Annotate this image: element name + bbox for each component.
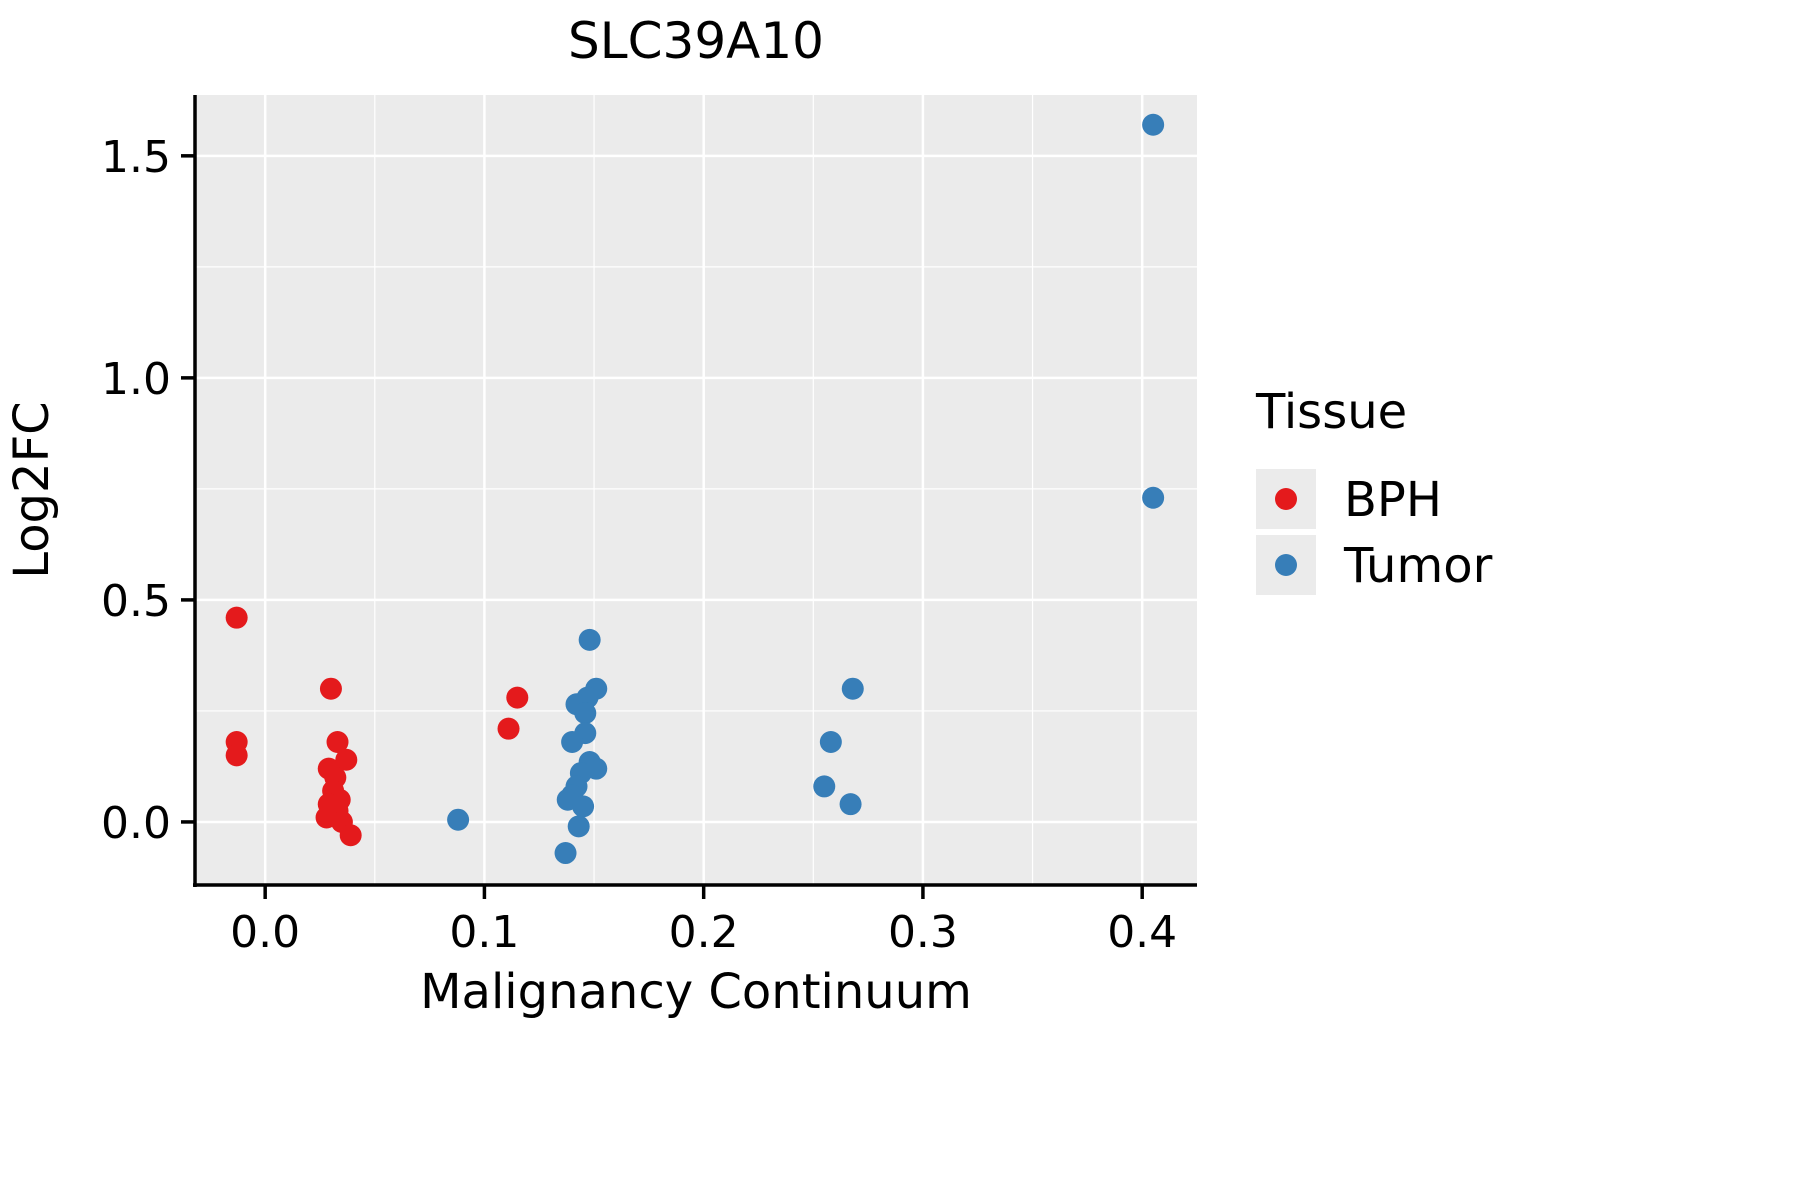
axes bbox=[193, 95, 1197, 887]
data-point bbox=[506, 686, 529, 709]
data-point bbox=[819, 731, 842, 754]
legend-label: Tumor bbox=[1343, 538, 1493, 594]
minor-gridlines bbox=[195, 95, 1197, 885]
y-axis-label: Log2FC bbox=[4, 401, 60, 578]
y-tick-label: 1.0 bbox=[101, 354, 171, 405]
data-point bbox=[554, 842, 577, 865]
x-tick-label: 0.4 bbox=[1107, 907, 1177, 958]
y-tick-label: 0.0 bbox=[101, 798, 171, 849]
data-point bbox=[567, 815, 590, 838]
x-tick-label: 0.0 bbox=[230, 907, 300, 958]
data-point bbox=[839, 793, 862, 816]
data-point bbox=[561, 731, 584, 754]
series-bph bbox=[225, 606, 529, 847]
plot-panel bbox=[195, 95, 1197, 885]
data-point bbox=[497, 717, 520, 740]
series-tumor bbox=[447, 113, 1165, 865]
x-axis-label: Malignancy Continuum bbox=[420, 964, 972, 1020]
y-tick-label: 1.5 bbox=[101, 132, 171, 183]
y-tick-label: 0.5 bbox=[101, 576, 171, 627]
data-point bbox=[335, 748, 358, 771]
data-point bbox=[225, 606, 248, 629]
legend: Tissue BPH Tumor bbox=[1255, 384, 1493, 595]
legend-title: Tissue bbox=[1255, 384, 1407, 440]
x-tick-label: 0.3 bbox=[888, 907, 958, 958]
data-point bbox=[1142, 113, 1165, 136]
data-point bbox=[574, 702, 597, 725]
data-point bbox=[813, 775, 836, 798]
data-point bbox=[572, 795, 595, 818]
tick-marks: 0.0 0.1 0.2 0.3 0.4 0.0 0.5 1.0 1.5 bbox=[101, 132, 1177, 958]
data-point bbox=[841, 677, 864, 700]
data-point bbox=[447, 808, 470, 831]
legend-marker-bph-icon bbox=[1275, 488, 1297, 510]
data-point bbox=[578, 628, 601, 651]
x-tick-label: 0.2 bbox=[669, 907, 739, 958]
legend-label: BPH bbox=[1344, 472, 1442, 528]
data-point bbox=[339, 824, 362, 847]
x-tick-label: 0.1 bbox=[449, 907, 519, 958]
data-point bbox=[225, 744, 248, 767]
legend-marker-tumor-icon bbox=[1275, 554, 1297, 576]
data-point bbox=[1142, 486, 1165, 509]
chart-title: SLC39A10 bbox=[568, 12, 824, 70]
data-point bbox=[326, 731, 349, 754]
data-point bbox=[319, 677, 342, 700]
major-gridlines bbox=[195, 95, 1197, 885]
